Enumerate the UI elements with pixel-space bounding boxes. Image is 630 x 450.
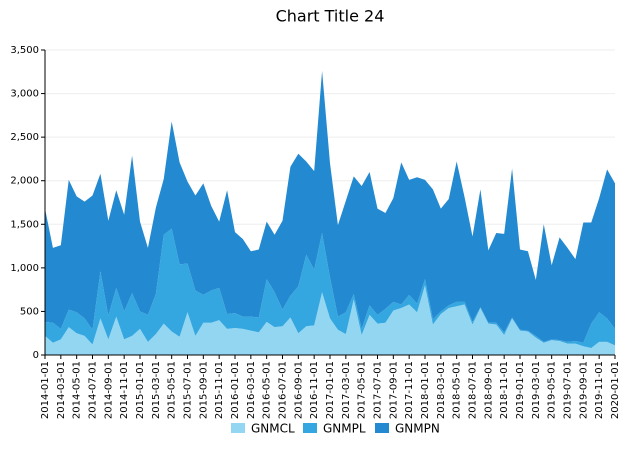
- x-tick-label: 2016-11-01: [309, 361, 320, 419]
- x-tick-label: 2017-03-01: [341, 361, 352, 419]
- x-tick-label: 2016-01-01: [230, 361, 241, 419]
- y-tick-label: 0: [33, 350, 39, 361]
- y-tick-label: 3,000: [10, 89, 39, 100]
- legend-swatch: [375, 423, 389, 433]
- x-tick-label: 2017-07-01: [373, 361, 384, 419]
- y-tick-label: 1,500: [10, 219, 39, 230]
- x-tick-label: 2017-09-01: [388, 361, 399, 419]
- areas: [45, 70, 615, 355]
- x-tick-label: 2015-09-01: [198, 361, 209, 419]
- x-tick-label: 2017-05-01: [357, 361, 368, 419]
- x-tick-label: 2019-01-01: [515, 361, 526, 419]
- x-tick-label: 2019-11-01: [594, 361, 605, 419]
- x-tick-label: 2018-03-01: [436, 361, 447, 419]
- legend-swatch: [303, 423, 317, 433]
- x-tick-label: 2015-11-01: [214, 361, 225, 419]
- x-tick-label: 2016-05-01: [262, 361, 273, 419]
- x-tick-label: 2018-09-01: [483, 361, 494, 419]
- x-tick-label: 2015-07-01: [183, 361, 194, 419]
- chart-title: Chart Title 24: [276, 7, 385, 26]
- x-tick-label: 2014-09-01: [103, 361, 114, 419]
- x-tick-label: 2020-01-01: [610, 361, 621, 419]
- x-tick-label: 2014-07-01: [88, 361, 99, 419]
- x-tick-label: 2018-07-01: [468, 361, 479, 419]
- x-tick-label: 2016-07-01: [278, 361, 289, 419]
- x-tick-label: 2017-01-01: [325, 361, 336, 419]
- x-tick-label: 2019-07-01: [563, 361, 574, 419]
- y-tick-label: 3,500: [10, 45, 39, 56]
- area: [45, 70, 615, 343]
- x-tick-label: 2014-01-01: [40, 361, 51, 419]
- x-tick-label: 2018-11-01: [499, 361, 510, 419]
- legend-label: GNMPN: [395, 422, 440, 436]
- x-tick-label: 2019-09-01: [578, 361, 589, 419]
- x-tick-label: 2018-05-01: [452, 361, 463, 419]
- x-tick-label: 2015-03-01: [151, 361, 162, 419]
- legend-label: GNMCL: [251, 422, 295, 436]
- x-tick-label: 2018-01-01: [420, 361, 431, 419]
- x-tick-label: 2016-03-01: [246, 361, 257, 419]
- y-tick-label: 1,000: [10, 263, 39, 274]
- x-tick-label: 2015-01-01: [135, 361, 146, 419]
- legend-swatch: [231, 423, 245, 433]
- area: [45, 285, 615, 355]
- legend-label: GNMPL: [323, 422, 366, 436]
- y-tick-label: 500: [20, 306, 39, 317]
- y-tick-label: 2,000: [10, 176, 39, 187]
- x-tick-label: 2016-09-01: [293, 361, 304, 419]
- x-tick-label: 2019-03-01: [531, 361, 542, 419]
- axes: 0 500 1,000 1,500 2,000 2,500 3,000 3,500 2014-0…: [10, 45, 621, 436]
- x-tick-label: 2017-11-01: [404, 361, 415, 419]
- area: [45, 228, 615, 349]
- x-tick-label: 2014-05-01: [72, 361, 83, 419]
- y-tick-label: 2,500: [10, 132, 39, 143]
- x-tick-label: 2019-05-01: [547, 361, 558, 419]
- x-tick-label: 2014-03-01: [56, 361, 67, 419]
- x-tick-label: 2014-11-01: [119, 361, 130, 419]
- x-tick-label: 2015-05-01: [167, 361, 178, 419]
